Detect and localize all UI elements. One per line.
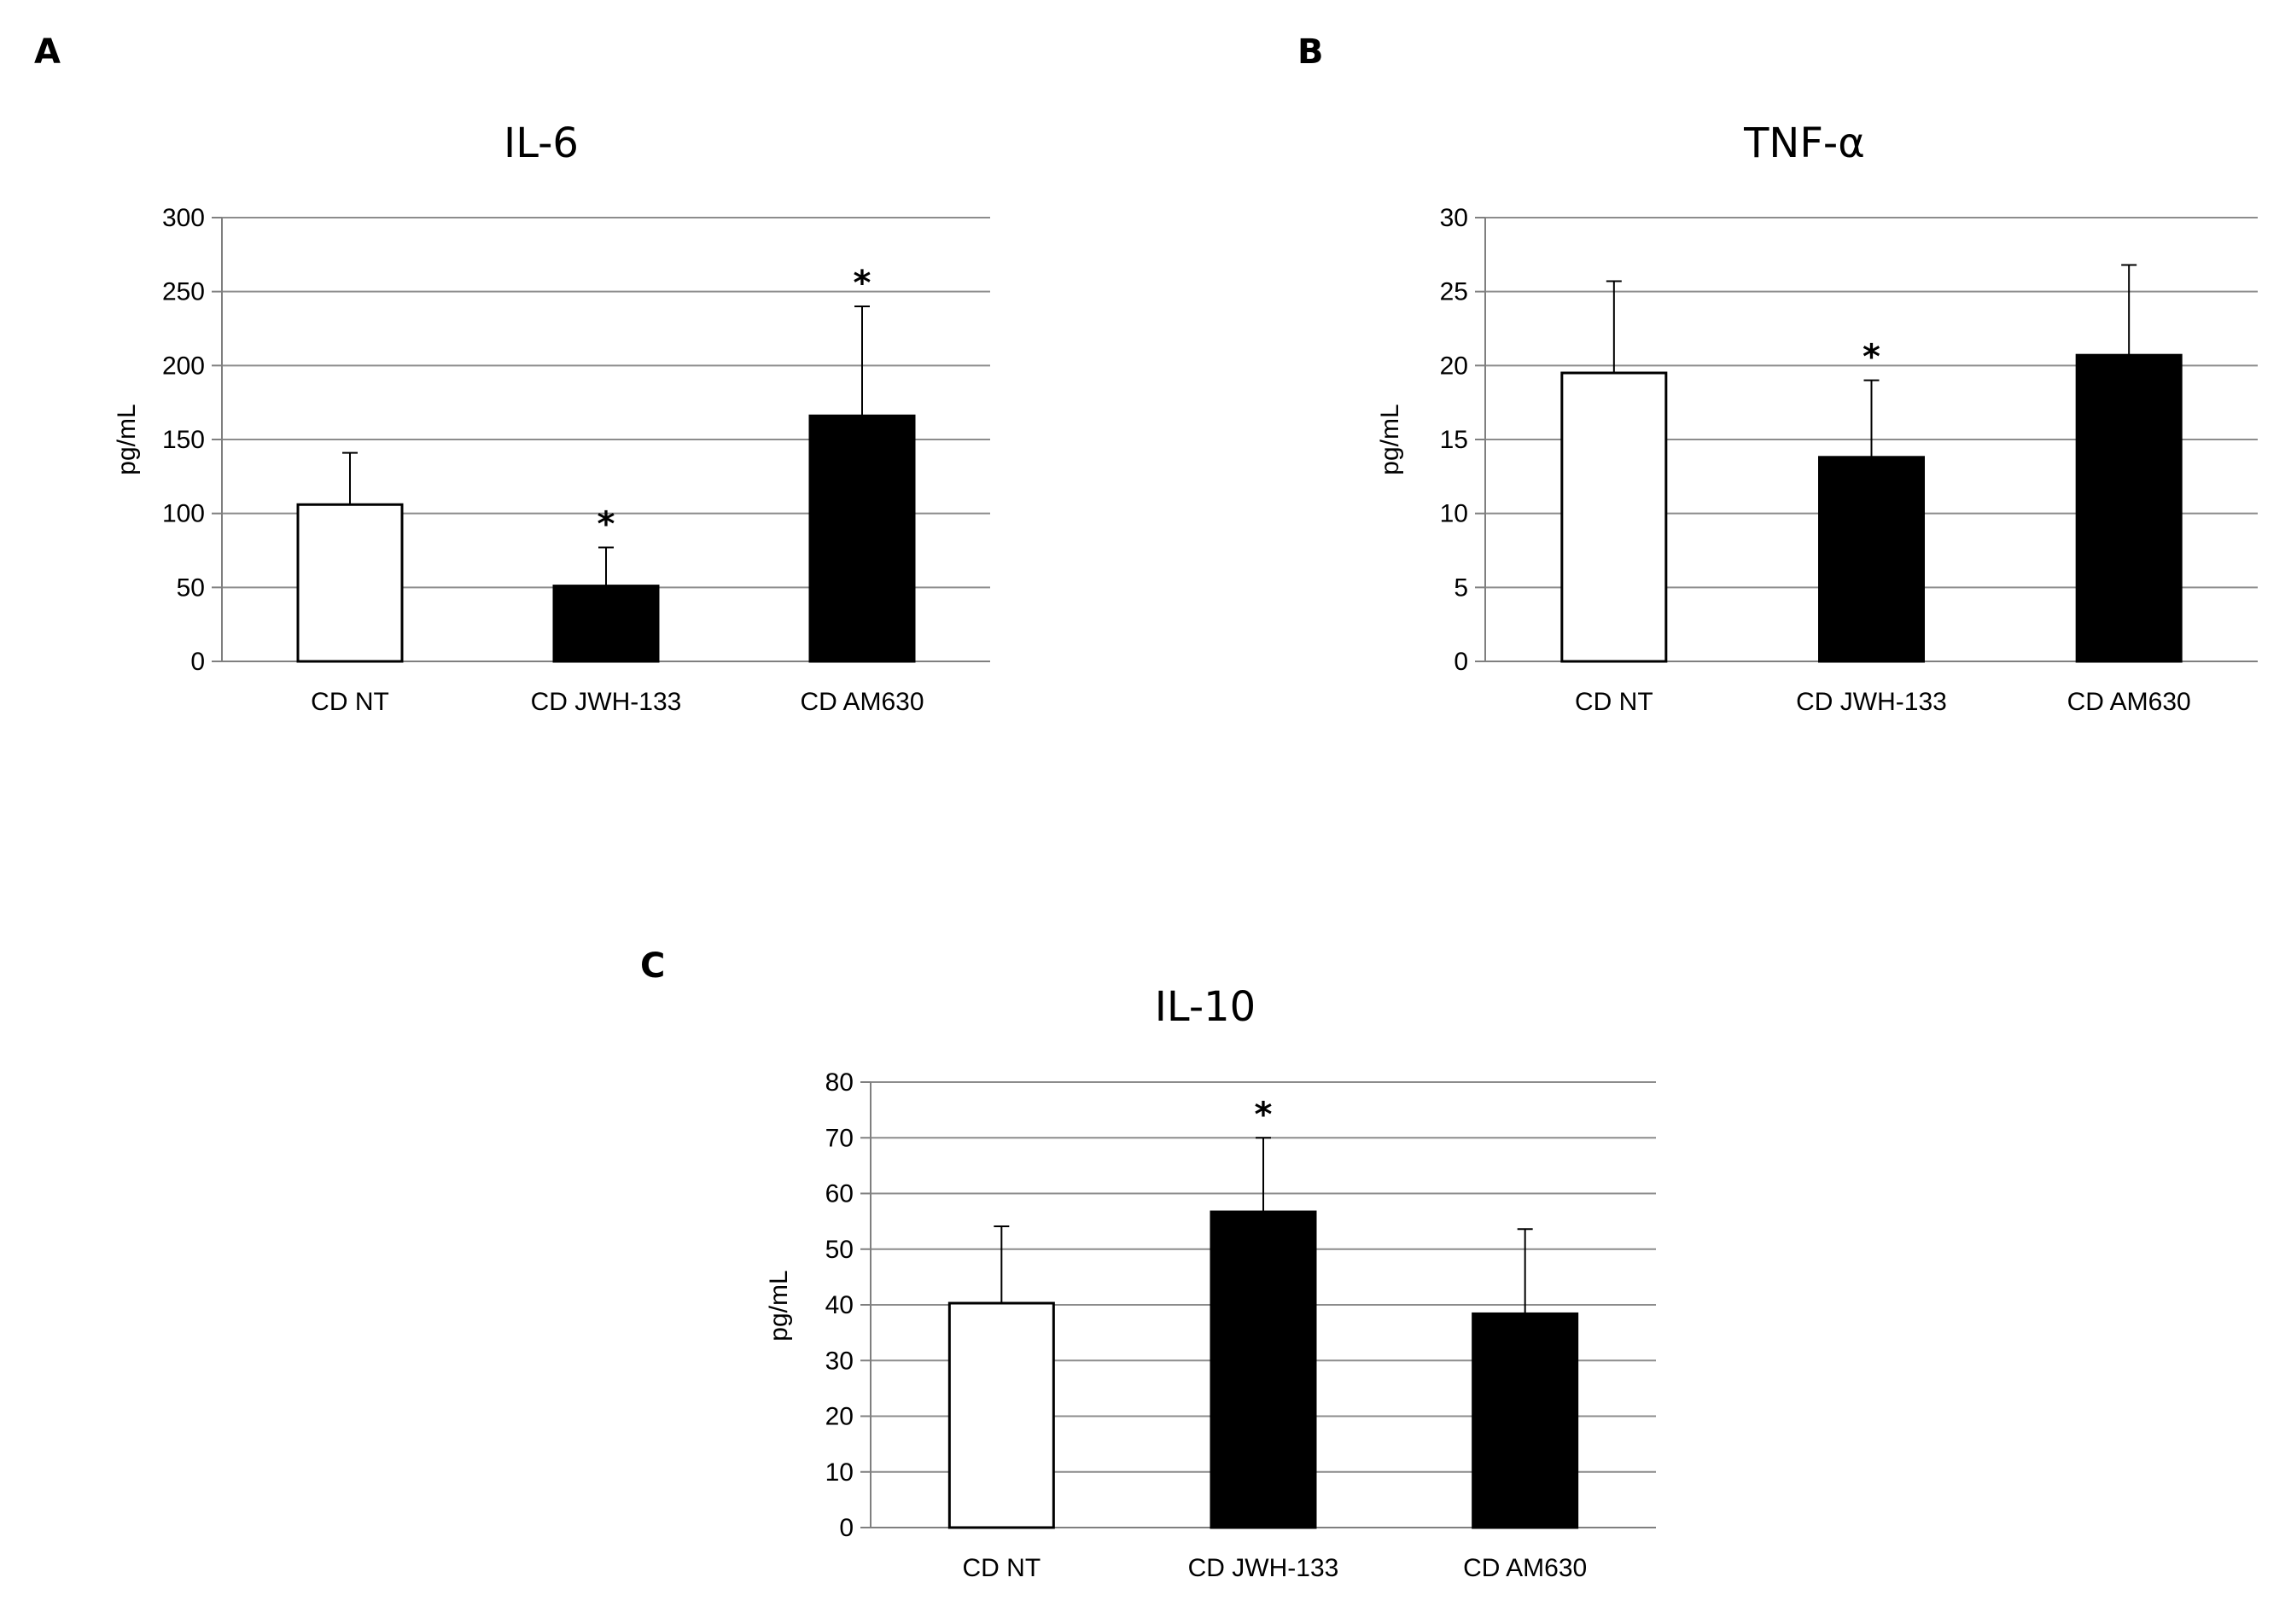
x-tick-label-a-cd-jwh-133: CD JWH-133 [531,688,682,716]
panel-letter-a: A [34,32,61,72]
plot-area-b: 0 5 10 15 20 25 30 CD NT * CD JWH-133 CD AM630 [1440,204,2258,716]
panel-a: A IL-6 pg/mL 0 50 100 150 200 250 300 CD NT * CD … [34,32,990,716]
y-tick-label-b-0: 0 [1454,648,1468,676]
panel-letter-c: C [640,946,665,986]
y-tick-label-a-300: 300 [162,204,205,232]
bar-c-cd-jwh-133 [1210,1210,1317,1529]
y-tick-label-b-5: 5 [1454,573,1468,602]
bar-b-cd-am630 [2075,353,2183,663]
x-tick-label-a-cd-nt: CD NT [311,688,389,716]
y-axis-label-c: pg/mL [765,1270,793,1341]
panel-c: C IL-10 pg/mL 0 10 20 30 40 50 60 70 80 CD NT * CD … [640,946,1656,1582]
y-tick-label-a-250: 250 [162,278,205,306]
y-tick-label-b-10: 10 [1440,500,1468,528]
plot-area-a: 0 50 100 150 200 250 300 CD NT * CD JWH-133 * CD AM… [162,204,990,716]
panel-letter-b: B [1297,32,1324,72]
chart-title-il10: IL-10 [1155,983,1256,1031]
bar-a-cd-jwh-133 [552,585,660,663]
x-tick-label-c-cd-jwh-133: CD JWH-133 [1188,1554,1339,1582]
x-tick-label-b-cd-nt: CD NT [1575,688,1653,716]
y-tick-label-a-200: 200 [162,352,205,380]
bar-b-cd-jwh-133 [1818,456,1925,663]
y-tick-label-c-40: 40 [825,1291,854,1319]
y-tick-label-c-60: 60 [825,1180,854,1208]
chart-title-il6: IL-6 [504,119,579,167]
plot-area-c: 0 10 20 30 40 50 60 70 80 CD NT * CD JWH-133 CD AM63… [825,1068,1656,1582]
y-tick-label-a-50: 50 [177,573,205,602]
y-tick-label-a-0: 0 [190,648,205,676]
y-tick-label-b-15: 15 [1440,426,1468,454]
y-axis-label-b: pg/mL [1376,404,1404,474]
bar-c-cd-am630 [1472,1312,1579,1529]
y-tick-label-b-30: 30 [1440,204,1468,232]
panel-b: B TNF-α pg/mL 0 5 10 15 20 25 30 CD NT * CD JWH-1… [1297,32,2258,716]
bar-a-cd-am630 [808,414,916,663]
x-tick-label-b-cd-am630: CD AM630 [2067,688,2191,716]
bar-b-cd-nt [1560,371,1668,663]
y-tick-label-a-150: 150 [162,426,205,454]
x-tick-label-a-cd-am630: CD AM630 [800,688,924,716]
chart-title-tnf-alpha: TNF-α [1743,119,1865,167]
y-tick-label-c-0: 0 [839,1514,854,1542]
x-tick-label-b-cd-jwh-133: CD JWH-133 [1796,688,1947,716]
x-tick-label-c-cd-am630: CD AM630 [1463,1554,1587,1582]
y-tick-label-c-10: 10 [825,1458,854,1487]
bar-c-cd-nt [947,1301,1055,1529]
y-tick-label-c-30: 30 [825,1347,854,1375]
y-axis-label-a: pg/mL [113,404,141,474]
y-tick-label-c-80: 80 [825,1068,854,1097]
significance-c-cd-jwh-133: * [1255,1095,1273,1134]
x-tick-label-c-cd-nt: CD NT [963,1554,1041,1582]
y-tick-label-c-20: 20 [825,1403,854,1431]
y-tick-label-a-100: 100 [162,500,205,528]
y-tick-label-c-70: 70 [825,1124,854,1152]
y-tick-label-c-50: 50 [825,1236,854,1264]
bar-a-cd-nt [296,503,404,663]
y-tick-label-b-20: 20 [1440,352,1468,380]
significance-a-cd-am630: * [854,264,872,303]
significance-a-cd-jwh-133: * [598,505,615,544]
y-tick-label-b-25: 25 [1440,278,1468,306]
significance-b-cd-jwh-133: * [1863,338,1880,377]
